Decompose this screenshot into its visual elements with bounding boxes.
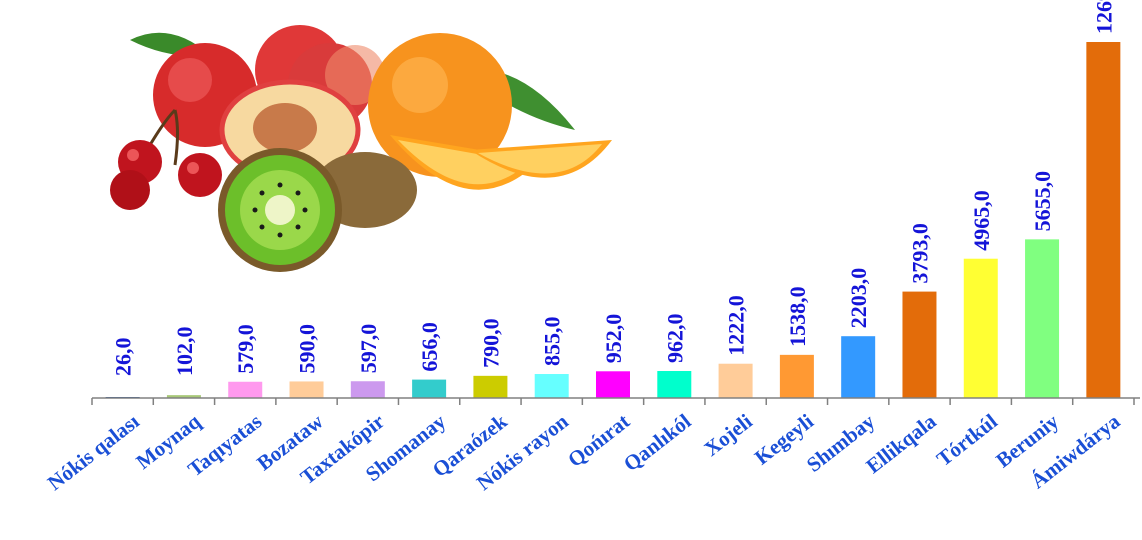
bar-value-label: 12690,0 (1091, 0, 1116, 34)
bar (1086, 42, 1121, 398)
bar-value-label: 2203,0 (846, 268, 871, 329)
bar-value-label: 1538,0 (785, 286, 810, 347)
bar (596, 371, 630, 398)
category-label: Tórtkúl (932, 409, 1002, 471)
x-axis-ticks (91, 398, 1135, 405)
bar (1025, 239, 1060, 398)
bar (473, 375, 508, 398)
bar (166, 395, 201, 398)
category-label: Nókis qalası (43, 409, 144, 495)
category-label: Xojeli (700, 409, 757, 461)
bar-value-label: 855,0 (540, 317, 565, 367)
bar-value-label: 5655,0 (1030, 171, 1055, 232)
value-labels: 26,0 102,0 579,0 590,0 597,0 656,0 790,0 855,0 9… (111, 0, 1117, 376)
bar-value-label: 579,0 (233, 324, 258, 374)
bar (534, 374, 569, 398)
bar-value-label: 656,0 (417, 322, 442, 372)
bar (963, 258, 998, 398)
bar-value-label: 1222,0 (724, 295, 749, 356)
bar-value-label: 26,0 (111, 338, 136, 377)
bar-value-label: 790,0 (478, 318, 503, 368)
category-label: Qanlıkól (619, 409, 696, 476)
bar-value-label: 590,0 (295, 324, 320, 374)
bar-value-label: 962,0 (662, 314, 687, 364)
bar (657, 371, 692, 398)
bar-value-label: 4965,0 (969, 190, 994, 251)
bars (105, 42, 1121, 398)
fruit-illustration (110, 25, 612, 272)
bar-value-label: 952,0 (601, 314, 626, 364)
category-label: Ellikqala (861, 409, 941, 479)
bar (779, 354, 814, 398)
bar (841, 336, 876, 398)
category-labels: Nókis qalasıMoynaqTaqıyatasBozatawTaxtak… (43, 409, 1125, 496)
bar (718, 363, 753, 398)
bar-value-label: 597,0 (356, 324, 381, 374)
bar (228, 381, 263, 398)
bar (902, 291, 937, 398)
bar-value-label: 3793,0 (907, 223, 932, 284)
bar (350, 381, 385, 398)
bar (412, 379, 447, 398)
bar-value-label: 102,0 (172, 327, 197, 377)
bar (289, 381, 324, 398)
